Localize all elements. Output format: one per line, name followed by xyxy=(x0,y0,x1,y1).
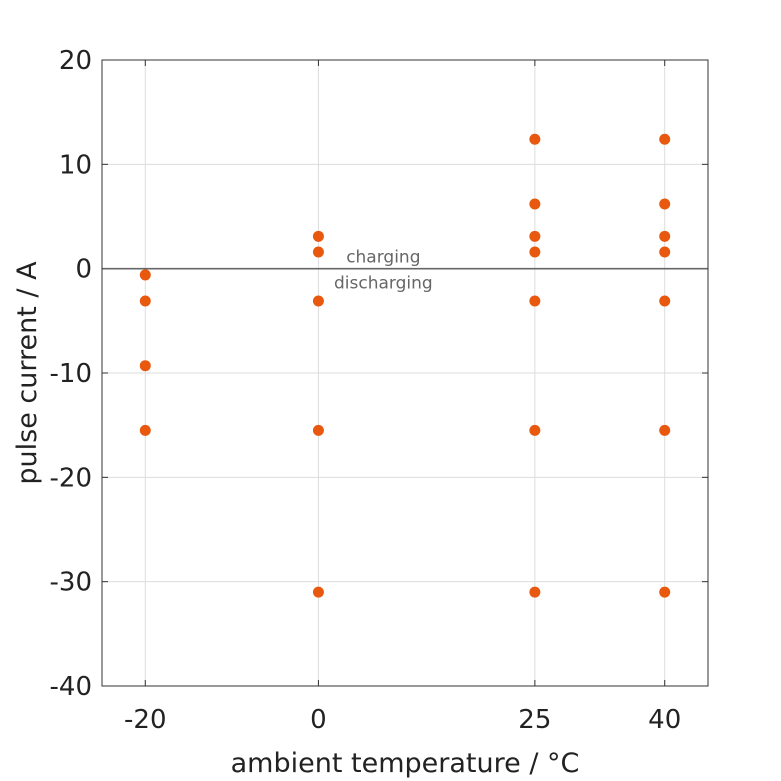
y-tick-label: -10 xyxy=(50,359,92,389)
data-point xyxy=(139,360,151,372)
x-tick-label: 0 xyxy=(310,705,327,735)
x-tick-label: -20 xyxy=(124,705,166,735)
data-point xyxy=(529,133,541,145)
x-tick-label: 25 xyxy=(518,705,551,735)
data-point xyxy=(659,133,671,145)
data-point xyxy=(312,295,324,307)
y-tick-label: 20 xyxy=(59,46,92,76)
data-point xyxy=(312,424,324,436)
data-point xyxy=(659,246,671,258)
x-tick-label: 40 xyxy=(648,705,681,735)
data-point xyxy=(139,295,151,307)
y-tick-labels: 20 10 0 -10 -20 -30 -40 xyxy=(50,46,92,702)
data-point xyxy=(139,269,151,281)
x-tick-labels: -20 0 25 40 xyxy=(124,705,681,735)
plot-area-frame xyxy=(101,59,709,687)
data-point xyxy=(529,295,541,307)
data-point xyxy=(659,295,671,307)
annotation-discharging: discharging xyxy=(334,274,433,294)
data-point xyxy=(529,246,541,258)
y-tick-label: -30 xyxy=(50,568,92,598)
data-point xyxy=(312,246,324,258)
data-point xyxy=(529,424,541,436)
data-point xyxy=(659,586,671,598)
data-point xyxy=(312,230,324,242)
data-point xyxy=(529,198,541,210)
data-point xyxy=(659,198,671,210)
y-tick-label: -20 xyxy=(50,463,92,493)
y-tick-label: 10 xyxy=(59,150,92,180)
data-point xyxy=(529,586,541,598)
y-axis-title: pulse current / A xyxy=(12,261,43,485)
annotation-charging: charging xyxy=(346,248,420,268)
data-point xyxy=(139,424,151,436)
data-point xyxy=(659,424,671,436)
data-point xyxy=(659,230,671,242)
data-point xyxy=(312,586,324,598)
y-tick-label: -40 xyxy=(50,672,92,702)
y-tick-label: 0 xyxy=(75,255,92,285)
grid-layer xyxy=(102,59,708,687)
x-axis-title: ambient temperature / °C xyxy=(231,748,580,779)
points-layer xyxy=(139,133,671,598)
data-point xyxy=(529,230,541,242)
